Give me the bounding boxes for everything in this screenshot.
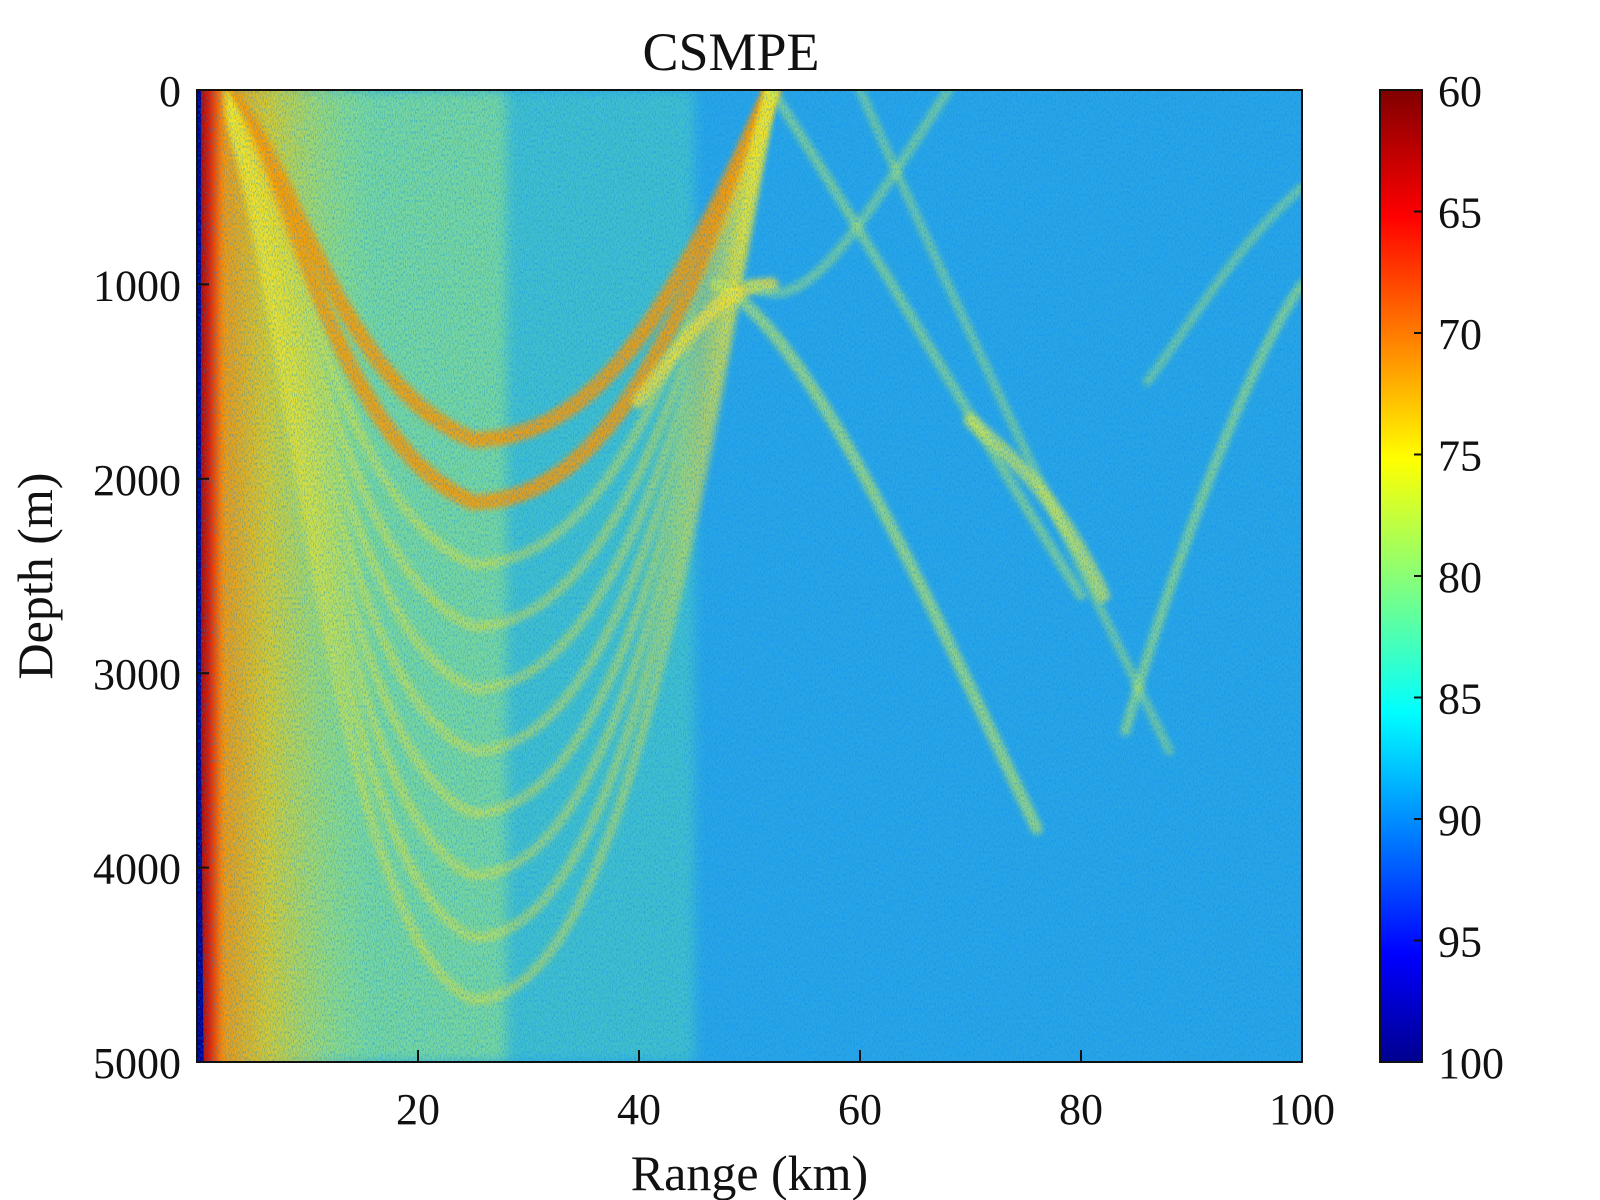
colorbar-tick-label: 90 [1438, 796, 1482, 845]
y-tick-label: 1000 [93, 261, 181, 310]
y-axis-ticks: 0 1000 2000 3000 4000 5000 [93, 67, 209, 1088]
y-tick-label: 4000 [93, 845, 181, 894]
colorbar-tick-label: 100 [1438, 1039, 1504, 1088]
colorbar-ticks: 60 65 70 75 80 85 90 95 100 [1414, 67, 1504, 1088]
colorbar-tick-label: 65 [1438, 189, 1482, 238]
colorbar-tick-label: 60 [1438, 67, 1482, 116]
x-tick-label: 60 [838, 1085, 882, 1134]
x-tick-label: 40 [617, 1085, 661, 1134]
y-tick-label: 3000 [93, 650, 181, 699]
x-tick-label: 100 [1269, 1085, 1335, 1134]
x-tick-label: 80 [1059, 1085, 1103, 1134]
colorbar: 60 65 70 75 80 85 90 95 100 [1379, 67, 1504, 1088]
plot-frame [196, 89, 1303, 1063]
y-tick-label: 0 [159, 67, 181, 116]
y-tick-label: 2000 [93, 456, 181, 505]
heatmap-plot-area [197, 90, 1302, 1062]
x-axis-label: Range (km) [631, 1145, 868, 1200]
colorbar-tick-label: 85 [1438, 675, 1482, 724]
y-tick-label: 5000 [93, 1039, 181, 1088]
x-axis-ticks: 20 40 60 80 100 [396, 1050, 1335, 1134]
colorbar-tick-label: 70 [1438, 310, 1482, 359]
colorbar-tick-label: 95 [1438, 918, 1482, 967]
colorbar-tick-label: 75 [1438, 432, 1482, 481]
heatmap-speckle-texture [197, 90, 1302, 1062]
chart-title: CSMPE [642, 22, 819, 82]
x-tick-label: 20 [396, 1085, 440, 1134]
colorbar-tick-label: 80 [1438, 553, 1482, 602]
y-axis-label: Depth (m) [7, 473, 63, 680]
